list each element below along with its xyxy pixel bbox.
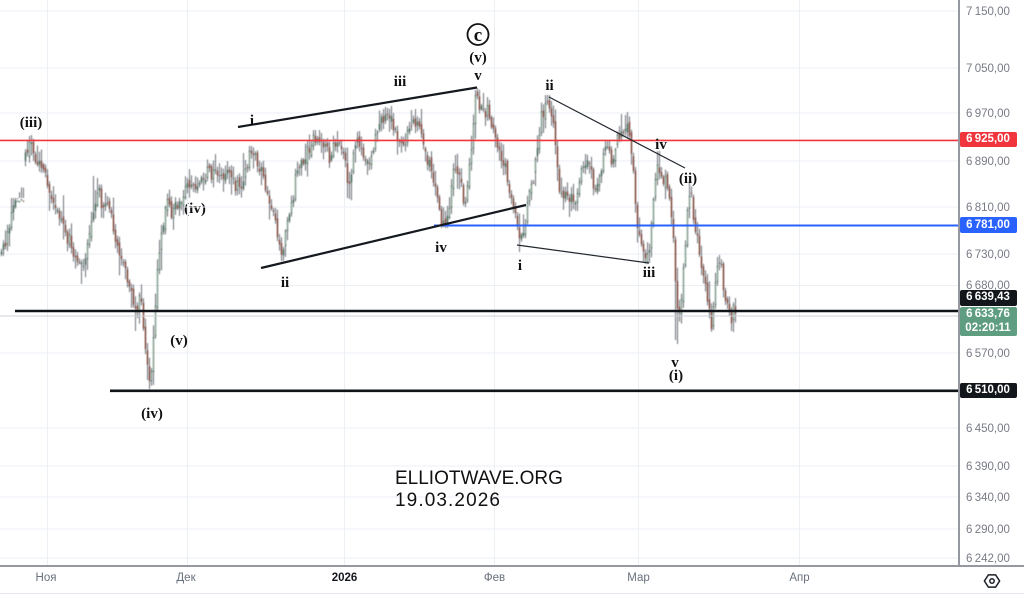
svg-text:ii: ii [281,275,289,291]
svg-text:i: i [250,113,254,129]
svg-text:(v): (v) [170,333,188,349]
svg-text:iv: iv [435,240,447,256]
svg-text:c: c [474,25,482,46]
svg-text:iii: iii [394,74,407,90]
svg-text:v: v [474,68,482,84]
svg-text:(i): (i) [669,368,683,384]
svg-text:(iv): (iv) [184,201,206,217]
svg-text:iii: iii [643,265,656,281]
svg-text:19.03.2026: 19.03.2026 [395,490,501,511]
svg-text:ELLIOTWAVE.ORG: ELLIOTWAVE.ORG [395,468,563,489]
svg-text:(v): (v) [469,50,487,66]
svg-text:(iv): (iv) [141,406,163,422]
svg-text:(ii): (ii) [679,171,697,187]
svg-text:iv: iv [655,137,667,153]
svg-text:ii: ii [545,78,553,94]
svg-text:v: v [671,355,679,371]
svg-text:i: i [518,258,522,274]
svg-text:(iii): (iii) [20,115,43,131]
